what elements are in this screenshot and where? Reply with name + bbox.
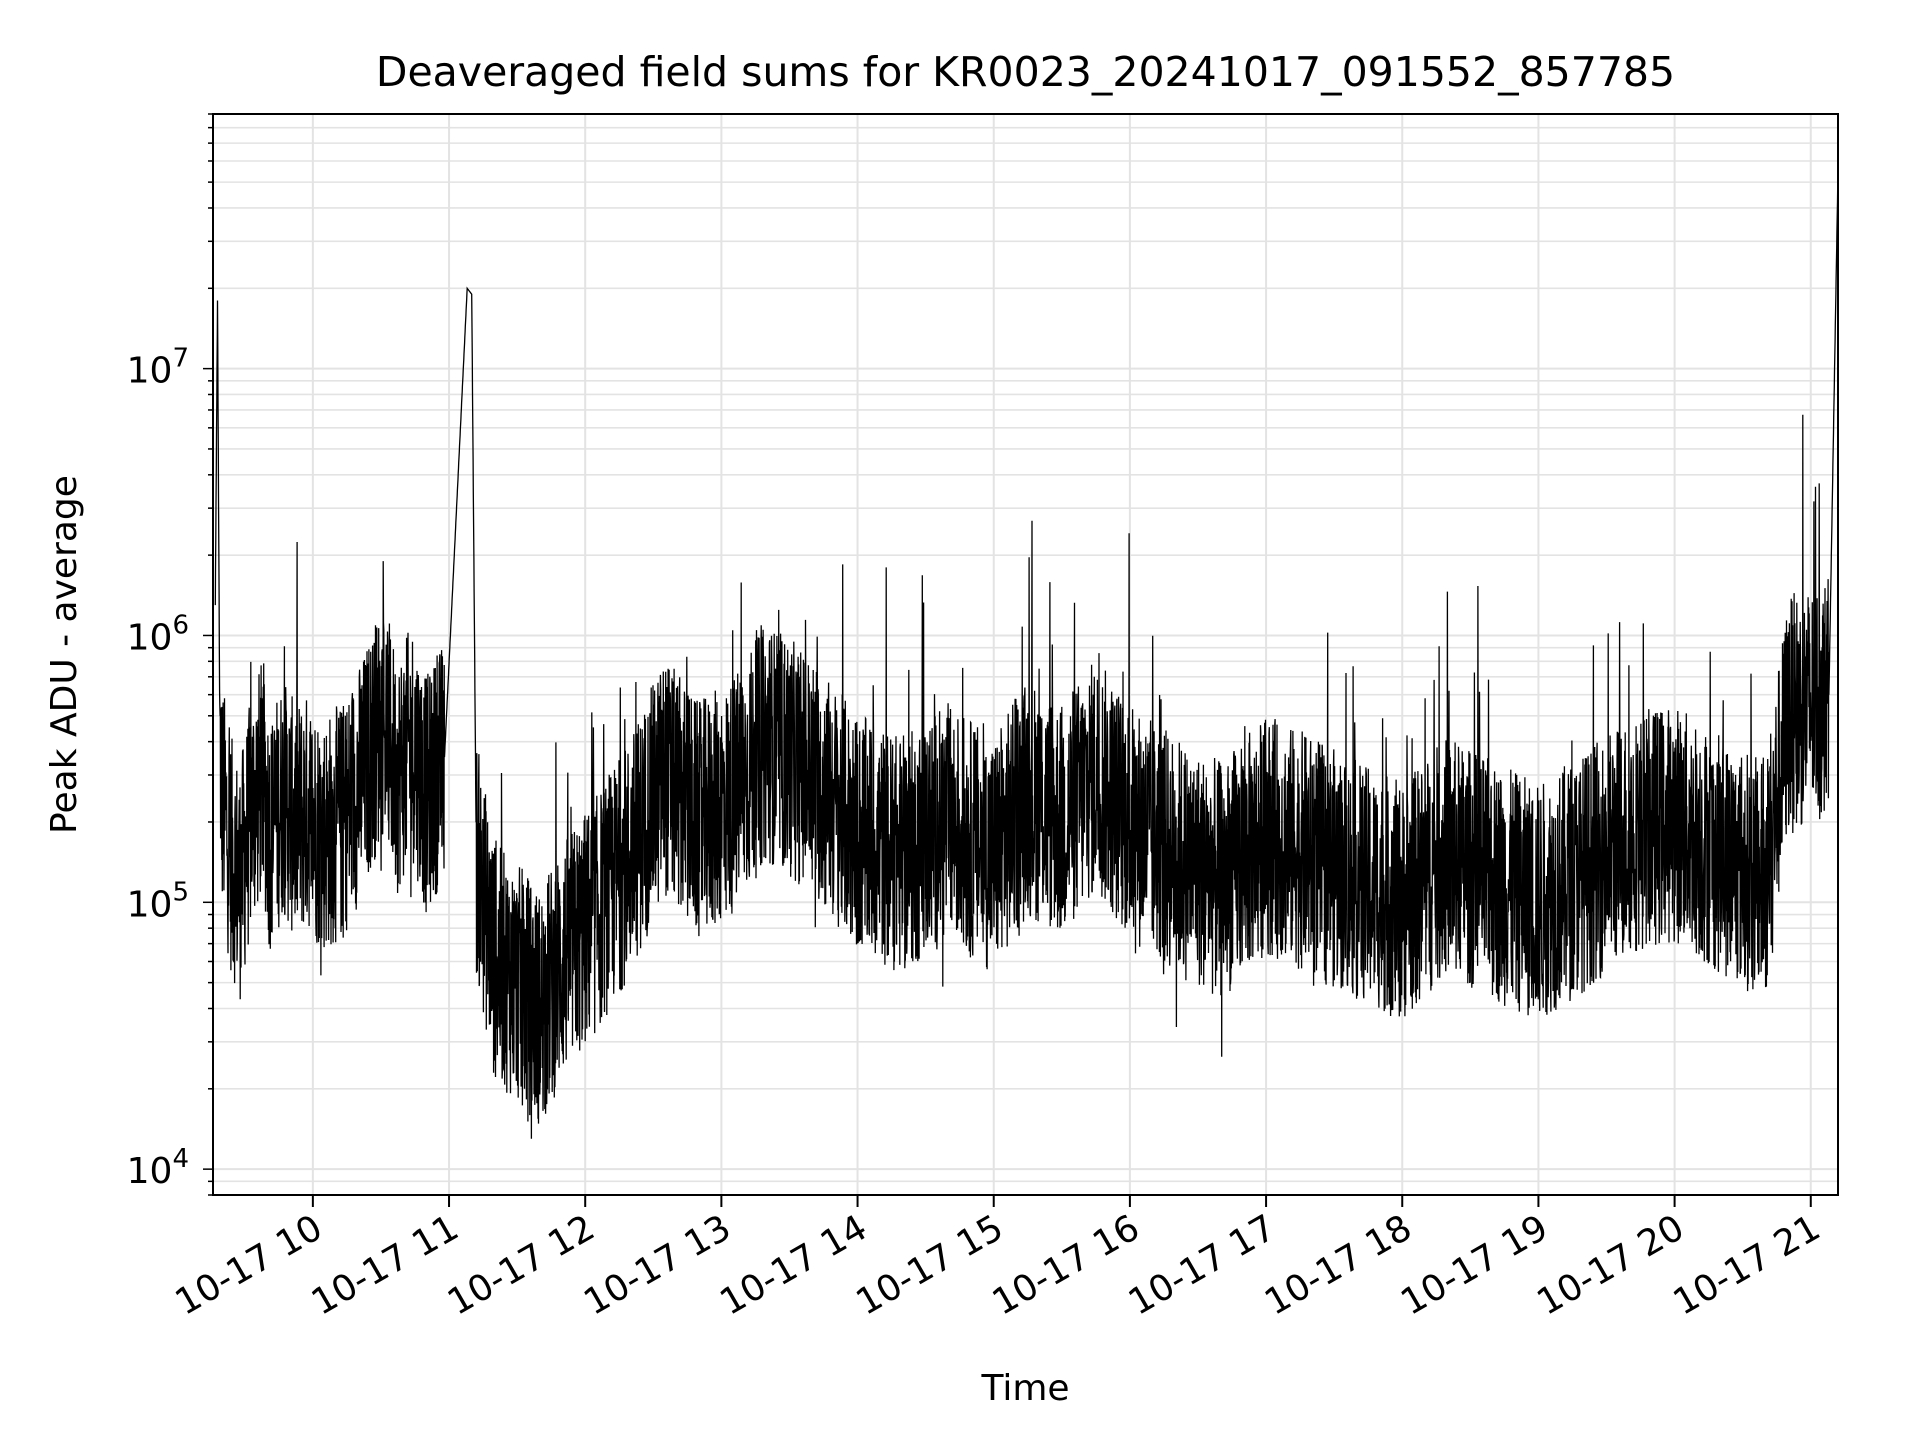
y-tick-label: 105 xyxy=(127,877,189,925)
series-layer xyxy=(214,171,1839,1139)
y-axis: 104 105 106 107 xyxy=(127,344,189,1193)
x-tick-label: 10-17 21 xyxy=(1667,1207,1828,1323)
x-tick-label: 10-17 12 xyxy=(441,1207,602,1323)
x-tick-label: 10-17 10 xyxy=(169,1207,330,1323)
y-tick-label: 104 xyxy=(127,1144,189,1192)
x-tick-label: 10-17 11 xyxy=(305,1207,466,1323)
series-line xyxy=(214,171,1839,1139)
y-tick-label: 107 xyxy=(127,344,189,392)
x-axis-label: Time xyxy=(980,1368,1069,1409)
x-tick-label: 10-17 16 xyxy=(986,1207,1147,1323)
y-tick-label: 106 xyxy=(127,610,189,658)
plot-frame xyxy=(212,113,1839,1196)
x-tick-label: 10-17 20 xyxy=(1530,1207,1691,1323)
x-tick-label: 10-17 15 xyxy=(850,1207,1011,1323)
y-axis-label: Peak ADU - average xyxy=(44,475,85,834)
x-tick-label: 10-17 19 xyxy=(1394,1207,1555,1323)
chart-title: Deaveraged field sums for KR0023_2024101… xyxy=(376,48,1675,96)
x-tick-label: 10-17 14 xyxy=(713,1207,874,1323)
x-tick-label: 10-17 13 xyxy=(577,1207,738,1323)
x-tick-label: 10-17 17 xyxy=(1122,1207,1283,1323)
x-tick-label: 10-17 18 xyxy=(1258,1207,1419,1323)
